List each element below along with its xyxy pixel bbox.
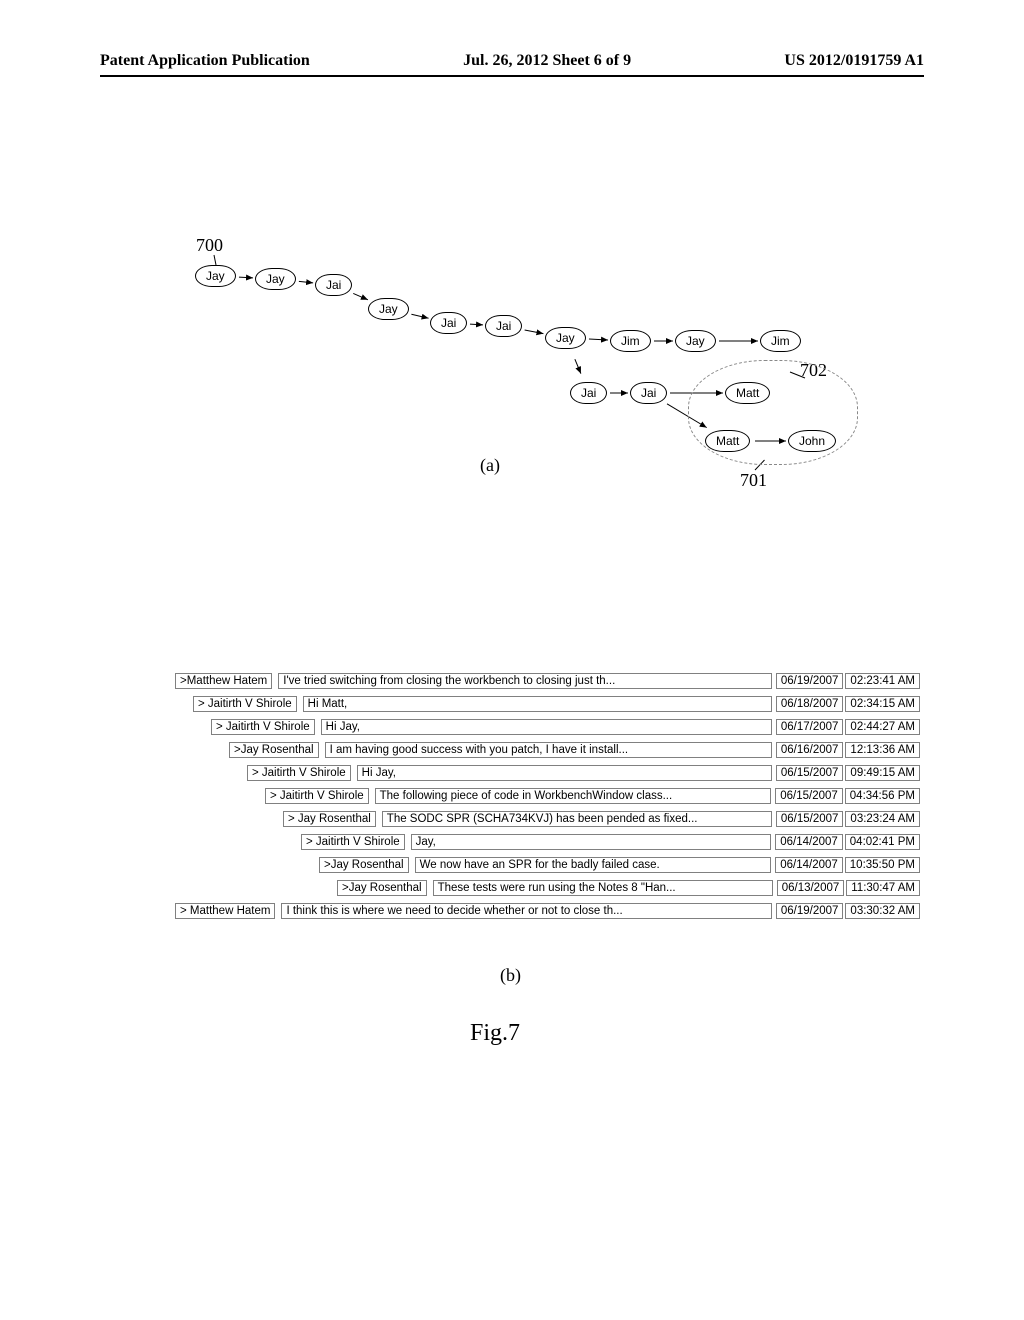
time-cell: 03:23:24 AM [845, 811, 920, 827]
message-cell: The following piece of code in Workbench… [375, 788, 772, 804]
graph-node: Jim [760, 330, 801, 352]
graph-node: Jai [485, 315, 522, 337]
message-cell: Hi Jay, [321, 719, 772, 735]
table-row: >Matthew Hatem I've tried switching from … [175, 670, 920, 692]
sender-cell: > Jaitirth V Shirole [247, 765, 351, 781]
time-cell: 10:35:50 PM [845, 857, 920, 873]
message-cell: I've tried switching from closing the wo… [278, 673, 772, 689]
sender-cell: > Jay Rosenthal [283, 811, 376, 827]
table-row: >Jay Rosenthal We now have an SPR for the… [175, 854, 920, 876]
sender-cell: >Jay Rosenthal [337, 880, 427, 896]
sender-cell: > Jaitirth V Shirole [301, 834, 405, 850]
graph-node: Jim [610, 330, 651, 352]
time-cell: 12:13:36 AM [845, 742, 920, 758]
ref-700-label: 700 [196, 235, 223, 256]
graph-node: John [788, 430, 836, 452]
time-cell: 09:49:15 AM [845, 765, 920, 781]
sender-cell: > Matthew Hatem [175, 903, 275, 919]
message-thread-table: >Matthew Hatem I've tried switching from … [175, 670, 920, 923]
table-row: > Matthew Hatem I think this is where we … [175, 900, 920, 922]
page-header: Patent Application Publication Jul. 26, … [0, 52, 1024, 70]
header-left: Patent Application Publication [100, 52, 310, 70]
message-cell: I think this is where we need to decide … [281, 903, 771, 919]
header-divider [100, 75, 924, 77]
time-cell: 03:30:32 AM [845, 903, 920, 919]
sender-cell: >Jay Rosenthal [319, 857, 409, 873]
date-cell: 06/15/2007 [775, 788, 843, 804]
time-cell: 04:02:41 PM [845, 834, 920, 850]
message-cell: We now have an SPR for the badly failed … [415, 857, 772, 873]
graph-node: Jay [195, 265, 236, 287]
message-cell: Jay, [411, 834, 772, 850]
time-cell: 02:34:15 AM [845, 696, 920, 712]
figure-caption: Fig.7 [470, 1020, 520, 1047]
date-cell: 06/18/2007 [776, 696, 844, 712]
date-cell: 06/15/2007 [776, 765, 844, 781]
table-row: > Jaitirth V Shirole Jay,06/14/200704:02:… [175, 831, 920, 853]
date-cell: 06/16/2007 [776, 742, 844, 758]
time-cell: 11:30:47 AM [846, 880, 920, 896]
sender-cell: > Jaitirth V Shirole [265, 788, 369, 804]
date-cell: 06/14/2007 [775, 834, 843, 850]
message-cell: The SODC SPR (SCHA734KVJ) has been pende… [382, 811, 772, 827]
subfig-b-label: (b) [500, 965, 521, 986]
graph-node: Jay [368, 298, 409, 320]
table-row: >Jay Rosenthal These tests were run using… [175, 877, 920, 899]
table-row: >Jay Rosenthal I am having good success w… [175, 739, 920, 761]
time-cell: 04:34:56 PM [845, 788, 920, 804]
graph-node: Jay [675, 330, 716, 352]
ref-701-label: 701 [740, 470, 767, 491]
graph-node: Jai [630, 382, 667, 404]
table-row: > Jaitirth V Shirole The following piece … [175, 785, 920, 807]
table-row: > Jaitirth V Shirole Hi Matt,06/18/200702… [175, 693, 920, 715]
date-cell: 06/14/2007 [775, 857, 843, 873]
sender-cell: >Jay Rosenthal [229, 742, 319, 758]
graph-node: Jai [315, 274, 352, 296]
diagram-a: 700 701 702 (a) JayJayJaiJayJaiJaiJayJim… [100, 230, 924, 510]
sender-cell: > Jaitirth V Shirole [211, 719, 315, 735]
graph-node: Jay [545, 327, 586, 349]
message-cell: Hi Jay, [357, 765, 772, 781]
date-cell: 06/17/2007 [776, 719, 844, 735]
date-cell: 06/13/2007 [777, 880, 845, 896]
time-cell: 02:44:27 AM [845, 719, 920, 735]
table-row: > Jaitirth V Shirole Hi Jay,06/15/200709:… [175, 762, 920, 784]
date-cell: 06/19/2007 [776, 903, 844, 919]
time-cell: 02:23:41 AM [845, 673, 920, 689]
message-cell: I am having good success with you patch,… [325, 742, 772, 758]
sender-cell: >Matthew Hatem [175, 673, 272, 689]
graph-node: Matt [705, 430, 750, 452]
date-cell: 06/15/2007 [776, 811, 844, 827]
header-center: Jul. 26, 2012 Sheet 6 of 9 [463, 52, 631, 70]
graph-node: Matt [725, 382, 770, 404]
message-cell: Hi Matt, [303, 696, 772, 712]
graph-node: Jai [430, 312, 467, 334]
table-row: > Jaitirth V Shirole Hi Jay,06/17/200702:… [175, 716, 920, 738]
subfig-a-label: (a) [480, 455, 500, 476]
message-cell: These tests were run using the Notes 8 "… [433, 880, 773, 896]
date-cell: 06/19/2007 [776, 673, 844, 689]
table-row: > Jay Rosenthal The SODC SPR (SCHA734KVJ)… [175, 808, 920, 830]
graph-node: Jay [255, 268, 296, 290]
header-right: US 2012/0191759 A1 [784, 52, 924, 70]
graph-node: Jai [570, 382, 607, 404]
sender-cell: > Jaitirth V Shirole [193, 696, 297, 712]
